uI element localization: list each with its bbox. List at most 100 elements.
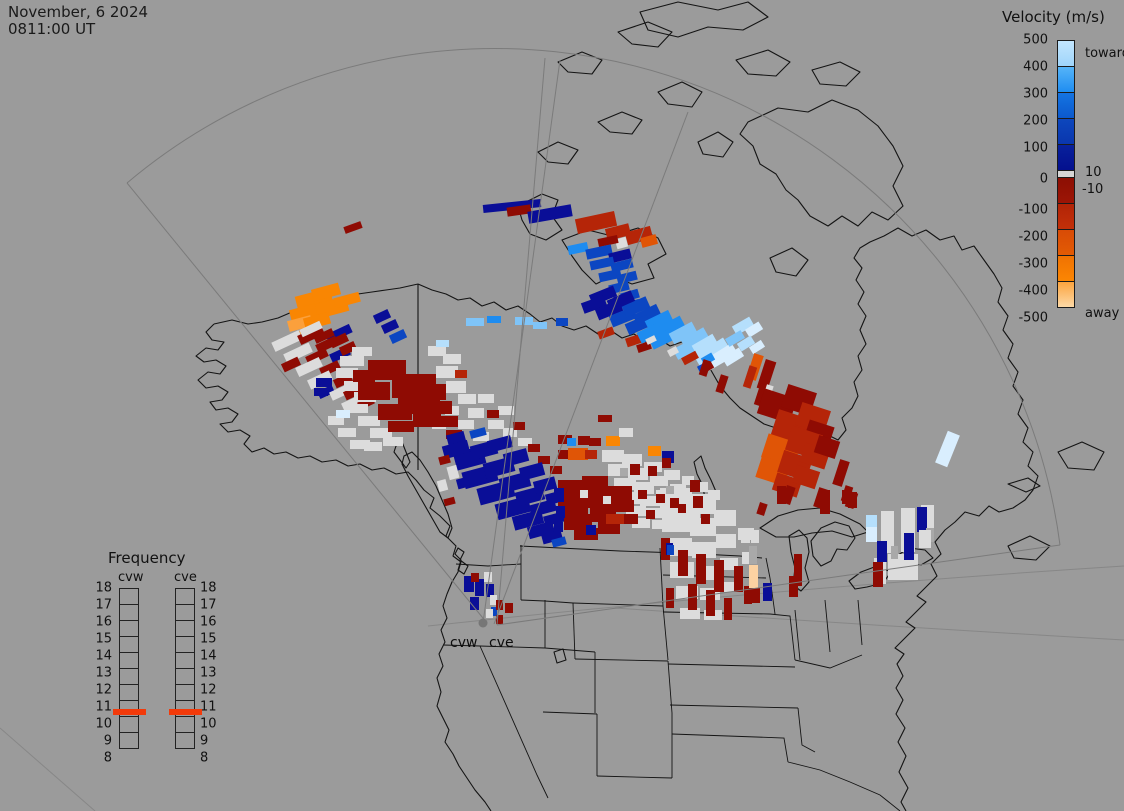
velocity-tiles-layer <box>271 198 960 624</box>
velocity-tile <box>505 603 513 613</box>
velocity-tile <box>358 416 380 426</box>
velocity-tile <box>558 435 572 444</box>
coastline-outlines <box>195 1 1105 811</box>
velocity-tile <box>813 435 841 459</box>
velocity-tile <box>681 350 699 366</box>
velocity-tile <box>662 458 671 468</box>
velocity-tile <box>473 432 489 441</box>
velocity-tile <box>640 496 660 506</box>
velocity-tile <box>348 404 368 413</box>
velocity-tile <box>670 498 679 508</box>
velocity-tile <box>358 382 390 400</box>
velocity-tile <box>364 442 382 451</box>
velocity-tile <box>820 490 830 514</box>
velocity-tile <box>877 541 887 562</box>
velocity-tile <box>455 370 467 378</box>
date-label: November, 6 2024 <box>8 3 149 21</box>
velocity-tile <box>639 234 659 248</box>
velocity-tile <box>533 322 547 329</box>
velocity-tile <box>597 235 619 247</box>
radar-site-dot <box>478 618 488 628</box>
velocity-tile <box>731 316 755 336</box>
velocity-tile <box>482 198 542 214</box>
timestamp-block: November, 6 2024 0811:00 UT <box>8 4 148 38</box>
velocity-tile <box>484 572 492 582</box>
velocity-tile <box>848 492 857 508</box>
velocity-tile <box>532 476 558 494</box>
velocity-tile <box>589 438 601 446</box>
velocity-tile <box>667 545 674 555</box>
graticule-lines <box>0 565 1124 811</box>
velocity-tile <box>736 335 756 352</box>
velocity-tile <box>618 514 638 524</box>
velocity-tile <box>682 476 694 485</box>
velocity-tile <box>554 488 564 502</box>
velocity-tile <box>714 510 736 526</box>
velocity-tile <box>471 573 479 582</box>
velocity-tile <box>310 282 342 302</box>
velocity-tile <box>418 384 446 400</box>
velocity-tile <box>352 347 372 356</box>
velocity-tile <box>328 416 344 425</box>
velocity-tile <box>598 522 620 534</box>
velocity-tile <box>714 560 724 592</box>
velocity-tile <box>678 504 686 513</box>
velocity-tile <box>488 420 504 429</box>
velocity-tile <box>574 211 618 234</box>
velocity-tile <box>650 476 668 486</box>
velocity-tile <box>487 316 501 323</box>
velocity-tile <box>672 338 700 360</box>
velocity-tile <box>614 236 629 250</box>
velocity-tile <box>749 565 758 588</box>
velocity-tile <box>904 533 914 560</box>
velocity-tile <box>446 464 460 481</box>
velocity-tile <box>622 454 642 466</box>
velocity-tile <box>598 415 612 422</box>
velocity-tile <box>676 496 690 506</box>
velocity-tile <box>490 595 497 605</box>
velocity-tile <box>791 464 821 490</box>
velocity-tile <box>558 450 568 459</box>
velocity-tile <box>749 546 757 564</box>
velocity-tile <box>428 346 446 356</box>
velocity-tile <box>706 590 715 616</box>
velocity-tile <box>678 550 688 576</box>
velocity-tile <box>336 410 350 418</box>
velocity-tile <box>606 436 620 446</box>
velocity-tile <box>378 404 412 420</box>
velocity-tile <box>443 496 456 507</box>
radar-site-label: cvw <box>450 635 477 651</box>
velocity-tile <box>652 520 668 529</box>
velocity-tile <box>664 470 680 480</box>
velocity-tile <box>436 479 449 492</box>
velocity-tile <box>696 554 706 584</box>
velocity-tile <box>498 406 514 415</box>
velocity-tile <box>350 440 370 449</box>
velocity-tile <box>446 381 466 393</box>
velocity-tile <box>721 347 745 367</box>
velocity-tile <box>316 378 332 387</box>
velocity-tile <box>602 450 624 462</box>
radar-site-markers: cvw cve <box>450 618 514 651</box>
velocity-tile <box>328 332 350 349</box>
velocity-tile <box>680 608 700 619</box>
velocity-tile <box>610 258 634 273</box>
velocity-tile <box>789 576 798 597</box>
velocity-tile <box>580 295 608 314</box>
velocity-tile <box>271 330 303 352</box>
velocity-tile <box>486 609 493 618</box>
velocity-tile <box>436 366 458 378</box>
velocity-tile <box>428 401 452 414</box>
velocity-tile <box>580 490 588 498</box>
velocity-tile <box>666 346 680 357</box>
radar-fov-lines <box>126 48 1061 626</box>
velocity-tile <box>468 408 484 418</box>
velocity-tile <box>708 490 720 500</box>
velocity-tile <box>698 503 712 513</box>
velocity-tile <box>648 328 676 350</box>
velocity-tile <box>475 579 484 596</box>
velocity-tile <box>443 354 461 364</box>
velocity-tile <box>693 496 703 508</box>
